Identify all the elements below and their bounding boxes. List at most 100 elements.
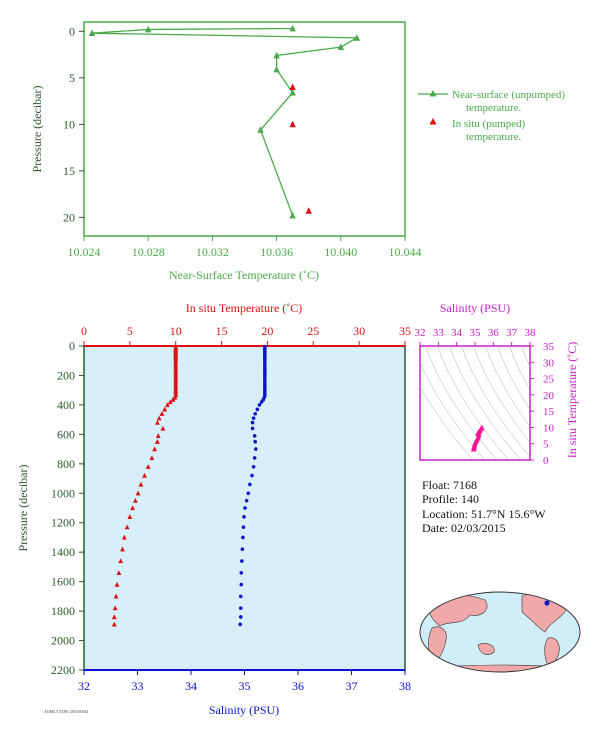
- temperature-point: [159, 411, 165, 416]
- temperature-point: [120, 546, 125, 552]
- profile-bottom-tick-label: 37: [346, 679, 358, 693]
- temperature-point: [152, 446, 158, 452]
- temperature-point: [154, 439, 160, 444]
- top-x-tick-label: 10.044: [389, 245, 422, 259]
- salinity-point: [239, 571, 244, 575]
- ts-right-tick-label: 20: [543, 390, 555, 402]
- temperature-point: [138, 481, 144, 487]
- density-contour: [509, 346, 530, 391]
- near-surface-point: [88, 29, 96, 37]
- salinity-point: [238, 615, 243, 619]
- profile-top-tick-label: 30: [353, 324, 365, 338]
- temperature-point: [156, 415, 162, 421]
- ts-top-axis-label: Salinity (PSU): [440, 301, 510, 315]
- near-surface-point: [289, 211, 296, 219]
- float-info: Float: 7168 Profile: 140 Location: 51.7°…: [422, 478, 546, 535]
- legend-item-near-surface: Near-surface (unpumped) temperature.: [452, 89, 568, 114]
- density-contour: [449, 346, 522, 460]
- profile-y-tick-label: 600: [57, 427, 75, 441]
- top-chart-marks: [88, 24, 361, 219]
- salinity-point: [238, 622, 243, 627]
- in-situ-point: [289, 120, 296, 128]
- near-surface-point: [273, 65, 280, 73]
- temperature-point: [118, 558, 124, 564]
- ts-right-tick-label: 5: [543, 439, 549, 451]
- ts-density-contours: [420, 346, 530, 460]
- salinity-point: [239, 582, 244, 587]
- profile-top-tick-label: 20: [261, 324, 273, 338]
- top-y-tick-label: 5: [69, 71, 75, 85]
- map-landmass-south-america: [544, 637, 560, 666]
- density-contour: [420, 361, 486, 460]
- salinity-point: [252, 434, 257, 438]
- top-legend: Near-surface (unpumped) temperature. In …: [418, 89, 568, 143]
- temperature-point: [142, 472, 147, 478]
- salinity-point: [253, 411, 257, 416]
- profile-y-tick-label: 1400: [51, 545, 75, 559]
- top-y-tick-label: 0: [69, 24, 75, 38]
- profile-chart: 0 5 10 15 20 25 30 35 32 33 34 35 36 37 38 0 200 400 600…: [16, 301, 411, 717]
- map-landmass-antarctica: [429, 664, 576, 672]
- temperature-point: [132, 497, 138, 503]
- salinity-point: [250, 420, 255, 425]
- ts-right-tick-label: 30: [543, 357, 555, 369]
- top-y-tick-label: 15: [63, 164, 75, 178]
- ts-right-tick-label: 35: [543, 341, 555, 353]
- profile-y-axis-label: Pressure (decibar): [16, 465, 30, 552]
- top-x-tick-label: 10.036: [260, 245, 293, 259]
- ts-top-tick-label: 36: [488, 327, 500, 339]
- profile-y-tick-label: 1000: [51, 486, 75, 500]
- top-x-tick-label: 10.040: [324, 245, 357, 259]
- density-contour: [461, 346, 530, 458]
- ts-top-tick-label: 38: [525, 327, 537, 339]
- ts-salinity-ticks: 32 33 34 35 36 37 38: [415, 327, 537, 346]
- temperature-point: [154, 419, 160, 425]
- profile-date: Date: 02/03/2015: [422, 521, 506, 535]
- profile-bottom-tick-label: 36: [292, 679, 304, 693]
- temperature-point: [155, 433, 161, 438]
- temperature-point: [130, 505, 136, 511]
- near-surface-point: [353, 34, 361, 41]
- near-surface-point: [273, 51, 280, 59]
- profile-bottom-tick-label: 33: [132, 679, 144, 693]
- profile-pressure-ticks: 0 200 400 600 800 1000 1200 1400 1600 1800 2000 220…: [51, 339, 84, 677]
- temperature-point: [170, 397, 176, 402]
- profile-bottom-tick-label: 38: [399, 679, 411, 693]
- temperature-point: [111, 621, 117, 627]
- temperature-point: [145, 464, 151, 469]
- salinity-point: [251, 464, 256, 469]
- profile-y-tick-label: 1800: [51, 604, 75, 618]
- profile-bottom-tick-label: 32: [78, 679, 90, 693]
- temperature-point: [160, 425, 166, 431]
- top-y-tick-label: 20: [63, 210, 75, 224]
- profile-temperature-ticks: 0 5 10 15 20 25 30 35: [81, 324, 411, 346]
- profile-bottom-tick-label: 35: [239, 679, 251, 693]
- profile-bottom-axis-label: Salinity (PSU): [209, 703, 279, 717]
- float-id: Float: 7168: [422, 478, 477, 492]
- world-map: [419, 591, 581, 673]
- temperature-point: [116, 570, 122, 575]
- ts-top-tick-label: 34: [451, 327, 463, 339]
- temperature-point: [167, 399, 173, 405]
- salinity-point: [238, 606, 243, 610]
- near-surface-temperature-chart: 10.024 10.028 10.032 10.036 10.040 10.044 0 5 1…: [30, 21, 422, 282]
- profile-top-tick-label: 25: [307, 324, 319, 338]
- profile-top-tick-label: 15: [216, 324, 228, 338]
- salinity-point: [240, 559, 244, 563]
- profile-number: Profile: 140: [422, 492, 479, 506]
- profile-top-tick-label: 35: [399, 324, 411, 338]
- salinity-point: [241, 525, 246, 529]
- float-position-marker: [544, 600, 550, 606]
- ts-top-tick-label: 33: [433, 327, 445, 339]
- temperature-point: [114, 581, 120, 587]
- salinity-point: [244, 498, 249, 503]
- top-y-tick-label: 10: [63, 117, 75, 131]
- ts-right-tick-label: 10: [543, 422, 555, 434]
- ts-right-tick-label: 25: [543, 374, 555, 386]
- ts-top-tick-label: 32: [415, 327, 426, 339]
- profile-y-tick-label: 2200: [51, 663, 75, 677]
- near-surface-point: [289, 24, 296, 32]
- profile-y-tick-label: 1200: [51, 516, 75, 530]
- profile-top-axis-label: In situ Temperature (˚C): [186, 301, 303, 315]
- temperature-point: [127, 514, 133, 519]
